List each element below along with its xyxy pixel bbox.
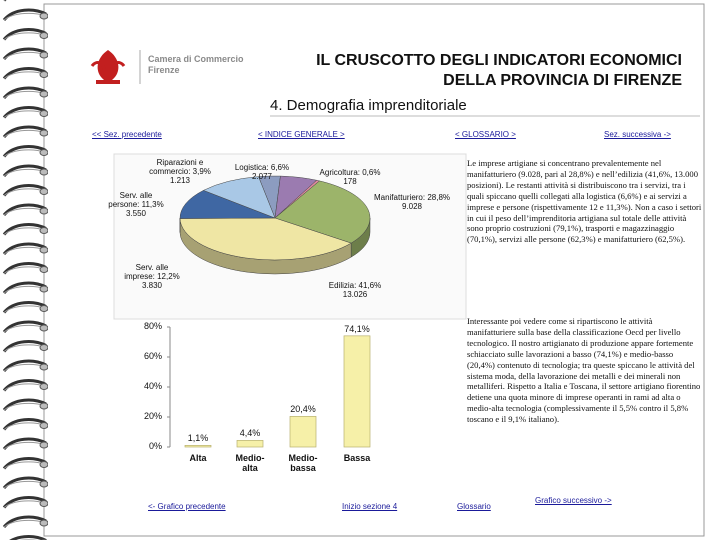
pie-value-label: 13.026 <box>342 290 368 299</box>
footer-link[interactable]: Grafico successivo -> <box>535 496 612 505</box>
pie-value-label: 2.077 <box>251 172 273 181</box>
footer-link[interactable]: Inizio sezione 4 <box>342 502 398 511</box>
footer-link[interactable]: Glossario <box>457 502 491 511</box>
pie-value-label: 1.213 <box>169 176 191 185</box>
logo-text: Camera di Commercio <box>148 54 244 64</box>
bar-value-label: 74,1% <box>344 323 370 334</box>
bar <box>236 440 264 448</box>
y-tick-label: 60% <box>143 351 162 361</box>
y-tick-label: 80% <box>143 321 162 331</box>
logo-text: Firenze <box>148 65 180 75</box>
pie-value-label: 9.028 <box>401 202 423 211</box>
y-tick-label: 0% <box>148 441 162 451</box>
bar-value-label: 1,1% <box>187 433 209 444</box>
paragraph: Interessante poi vedere come si ripartis… <box>467 316 701 425</box>
subtitle: 4. Demografia imprenditoriale <box>270 97 467 114</box>
pie-label: Riparazioni e commercio: 3,9% <box>149 158 211 177</box>
pie-label: Edilizia: 41,6% <box>328 281 382 290</box>
pie-label: Agricoltura: 0,6% <box>319 168 381 177</box>
x-tick-label: Medio-alta <box>235 453 265 474</box>
spiral-binding <box>0 0 50 540</box>
bar <box>184 445 212 448</box>
page-title: DELLA PROVINCIA DI FIRENZE <box>443 72 682 89</box>
y-tick-label: 40% <box>143 381 162 391</box>
pie-label: Logistica: 6,6% <box>234 163 290 172</box>
x-tick-label: Bassa <box>343 453 371 463</box>
pie-label: Serv. alle persone: 11,3% <box>108 191 164 210</box>
y-tick-label: 20% <box>143 411 162 421</box>
logo-emblem <box>90 50 141 84</box>
x-tick-label: Alta <box>189 453 207 463</box>
paragraph: Le imprese artigiane si concentrano prev… <box>467 158 702 245</box>
bar-value-label: 20,4% <box>290 404 316 415</box>
bar <box>289 416 317 448</box>
nav-link[interactable]: < GLOSSARIO > <box>455 130 516 139</box>
pie-slice <box>202 176 276 219</box>
pie-label: Manifatturiero: 28,8% <box>373 193 451 202</box>
pie-slice <box>274 180 371 244</box>
pie-value-label: 3.830 <box>141 281 163 290</box>
pie-slice <box>179 190 276 219</box>
bar-value-label: 4,4% <box>239 428 261 439</box>
pie-slice <box>179 217 352 261</box>
nav-link[interactable]: < INDICE GENERALE > <box>258 130 345 139</box>
nav-link[interactable]: Sez. successiva -> <box>604 130 671 139</box>
pie-value-label: 178 <box>343 177 357 186</box>
page-title: IL CRUSCOTTO DEGLI INDICATORI ECONOMICI <box>316 52 682 69</box>
pie-value-label: 3.550 <box>125 209 147 218</box>
bar <box>343 335 371 448</box>
nav-link[interactable]: << Sez. precedente <box>92 130 162 139</box>
footer-link[interactable]: <- Grafico precedente <box>148 502 226 511</box>
x-tick-label: Medio-bassa <box>288 453 318 474</box>
pie-label: Serv. alle imprese: 12,2% <box>124 263 180 282</box>
